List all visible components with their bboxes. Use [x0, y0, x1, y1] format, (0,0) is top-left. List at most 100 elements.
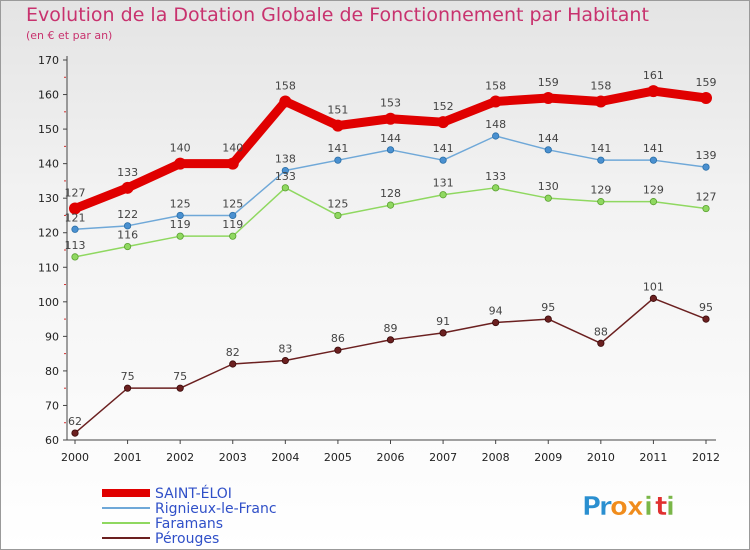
data-point: [331, 119, 344, 132]
data-point: [544, 194, 552, 202]
x-tick-label: 2012: [692, 451, 720, 464]
y-tick-label: 90: [45, 330, 59, 343]
data-point: [700, 92, 712, 104]
data-label: 113: [65, 239, 86, 252]
y-tick-label: 170: [38, 54, 59, 67]
x-tick-label: 2011: [639, 451, 667, 464]
data-label: 129: [590, 184, 611, 197]
y-tick-label: 70: [45, 399, 59, 412]
data-point: [439, 191, 447, 199]
logo-letter: r: [599, 492, 612, 522]
data-label: 141: [643, 142, 664, 155]
x-tick-label: 2005: [324, 451, 352, 464]
x-tick-label: 2010: [587, 451, 615, 464]
data-label: 158: [275, 79, 296, 92]
data-label: 125: [170, 197, 191, 210]
x-tick-label: 2003: [219, 451, 247, 464]
data-label: 122: [117, 208, 138, 221]
data-label: 75: [121, 370, 135, 383]
data-point: [439, 156, 447, 164]
data-label: 128: [380, 187, 401, 200]
data-point: [437, 116, 450, 129]
data-label: 94: [489, 305, 503, 318]
x-tick-label: 2001: [114, 451, 142, 464]
data-point: [281, 166, 289, 175]
data-point: [597, 198, 605, 206]
data-label: 75: [173, 370, 187, 383]
data-point: [386, 336, 395, 344]
data-point: [702, 163, 710, 171]
data-labels: 62 75 75 82 83 86 89 91 94 95 88 101 95 113 116 119 119 1…: [65, 69, 717, 428]
data-point: [649, 198, 658, 206]
data-label: 127: [696, 191, 717, 204]
data-label: 95: [699, 301, 713, 314]
data-label: 139: [696, 149, 717, 162]
x-tick-label: 2004: [271, 451, 299, 464]
x-tick-label: 2007: [429, 451, 457, 464]
data-label: 88: [594, 325, 608, 338]
series-line-3: [74, 297, 707, 434]
data-point: [489, 95, 502, 108]
data-point: [492, 184, 500, 192]
data-point: [176, 232, 184, 240]
y-tick-label: 140: [38, 158, 59, 171]
data-point: [279, 95, 292, 108]
data-point: [229, 232, 237, 240]
data-label: 141: [590, 142, 611, 155]
data-point: [123, 242, 132, 251]
data-point: [384, 112, 397, 125]
data-point: [544, 146, 552, 154]
data-point: [702, 315, 710, 323]
y-tick-label: 60: [45, 434, 59, 447]
data-point: [123, 222, 132, 230]
data-label: 116: [117, 229, 138, 242]
logo-letter: t: [655, 492, 667, 522]
data-point: [71, 429, 79, 437]
data-label: 95: [541, 301, 555, 314]
data-point: [121, 181, 134, 194]
data-label: 131: [433, 177, 454, 190]
data-label: 127: [65, 187, 86, 200]
data-point: [439, 329, 447, 337]
proxiti-logo: Pro x i ti: [582, 492, 676, 523]
logo-letter: o: [610, 492, 628, 522]
chart-subtitle: (en € et par an): [26, 29, 113, 42]
logo-letter: i: [644, 492, 653, 522]
data-label: 121: [65, 211, 86, 224]
x-tick-label: 2006: [377, 451, 405, 464]
legend-label: Pérouges: [155, 531, 219, 547]
data-label: 141: [327, 142, 348, 155]
data-point: [597, 156, 605, 164]
data-point: [702, 204, 710, 213]
data-label: 133: [485, 170, 506, 183]
data-point: [334, 211, 342, 220]
data-point: [386, 146, 395, 154]
data-point: [123, 384, 132, 392]
data-label: 119: [222, 218, 243, 231]
y-tick-label: 150: [38, 123, 59, 136]
data-label: 91: [436, 315, 450, 328]
data-label: 153: [380, 97, 401, 110]
x-tick-label: 2000: [61, 451, 89, 464]
data-label: 140: [170, 142, 191, 155]
data-label: 159: [538, 76, 559, 89]
data-label: 83: [278, 343, 292, 356]
data-point: [281, 184, 289, 192]
data-label: 133: [275, 170, 296, 183]
data-label: 101: [643, 280, 664, 293]
x-tick-label: 2002: [166, 451, 194, 464]
legend-label: SAINT-ÉLOI: [155, 485, 232, 502]
data-label: 133: [117, 166, 138, 179]
data-point: [649, 294, 658, 302]
data-point: [69, 202, 81, 215]
data-label: 138: [275, 153, 296, 166]
legend: SAINT-ÉLOIRignieux-le-FrancFaramansPérou…: [102, 485, 277, 547]
data-label: 151: [327, 104, 348, 117]
x-tick-label: 2009: [534, 451, 562, 464]
data-point: [647, 85, 660, 98]
data-point: [281, 356, 289, 365]
y-tick-label: 100: [38, 296, 59, 309]
data-point: [334, 346, 342, 354]
